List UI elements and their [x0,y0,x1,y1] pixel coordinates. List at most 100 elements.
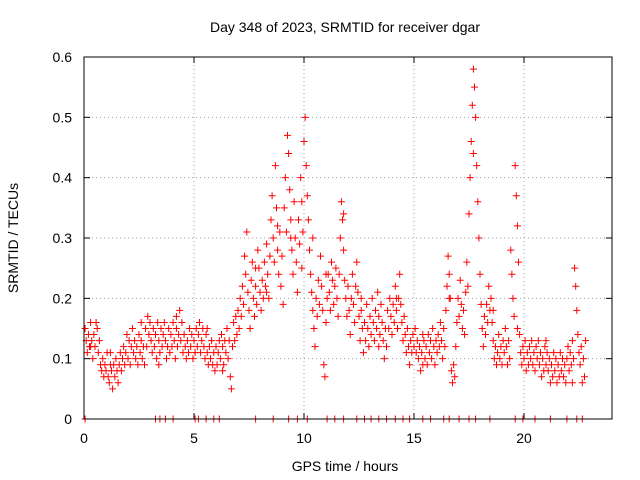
data-point [185,349,192,357]
data-point [340,210,348,218]
x-tick-label: 20 [516,430,532,446]
data-point [443,282,451,290]
data-point [276,228,284,236]
data-point [398,318,406,326]
data-point [561,361,569,369]
data-point [274,222,282,230]
data-point [392,294,400,302]
data-point [252,282,260,290]
data-point [376,331,384,339]
data-point [434,331,442,339]
data-point [275,270,283,278]
data-point [263,240,271,248]
data-point [573,306,581,314]
data-point [471,83,478,91]
data-point [546,379,554,387]
data-point [265,294,273,302]
data-point [388,331,396,339]
data-point [390,318,398,326]
data-point [475,234,483,242]
data-point [419,331,427,339]
data-point [495,331,503,339]
data-point [320,361,328,369]
data-point [93,325,101,332]
data-point [458,325,466,332]
data-point [466,174,474,182]
data-point [88,337,96,345]
data-point [504,361,511,369]
data-point [339,216,346,224]
data-point [478,325,486,332]
data-point [326,306,334,314]
data-point [542,337,550,345]
data-point [515,258,522,266]
data-point [304,216,312,224]
data-point [262,282,269,290]
data-point [397,300,405,308]
data-point [192,325,200,332]
data-point [124,355,132,363]
data-point [399,337,407,345]
data-point [233,331,241,339]
data-point [577,343,585,351]
data-point [234,306,242,314]
data-point [317,252,324,260]
data-point [463,258,471,266]
data-point [568,337,576,345]
data-point [298,198,306,206]
data-point [387,312,395,320]
data-point [104,373,112,381]
data-point [286,186,294,194]
data-point [220,361,228,369]
data-point [231,337,239,345]
x-tick-label: 10 [296,430,312,446]
data-point [489,337,497,345]
data-point [333,294,341,302]
data-point [229,343,236,351]
data-point [508,270,516,278]
data-point [563,355,571,363]
data-point [332,264,340,272]
data-point [145,331,153,339]
data-point [241,252,249,260]
data-point [392,306,400,314]
data-point [375,312,383,320]
data-point [420,337,428,345]
y-axis-label: SRMTID / TECUs [5,183,21,293]
data-point [370,337,378,345]
data-point [361,318,368,326]
data-points [81,65,590,423]
data-point [136,349,144,357]
data-point [375,343,383,351]
data-point [155,361,163,369]
data-point [409,331,417,339]
data-point [298,264,306,272]
data-point [464,282,472,290]
data-point [351,318,359,326]
data-point [288,246,296,254]
data-point [531,367,539,375]
data-point [245,306,253,314]
data-point [582,337,590,345]
data-point [254,246,262,254]
data-point [509,294,517,302]
data-point [287,234,295,242]
data-point [363,300,371,308]
data-point [452,343,460,351]
data-point [89,355,97,363]
data-point [523,349,531,357]
data-point [421,355,429,363]
data-point [282,228,290,236]
data-point [211,367,219,375]
data-point [334,312,342,320]
data-point [213,361,221,369]
data-point [431,361,439,369]
data-point [246,325,254,332]
data-point [256,288,264,296]
data-point [341,276,349,284]
data-point [222,349,230,357]
data-point [310,325,318,332]
data-point [329,276,337,284]
data-point [325,288,333,296]
data-point [153,355,161,363]
